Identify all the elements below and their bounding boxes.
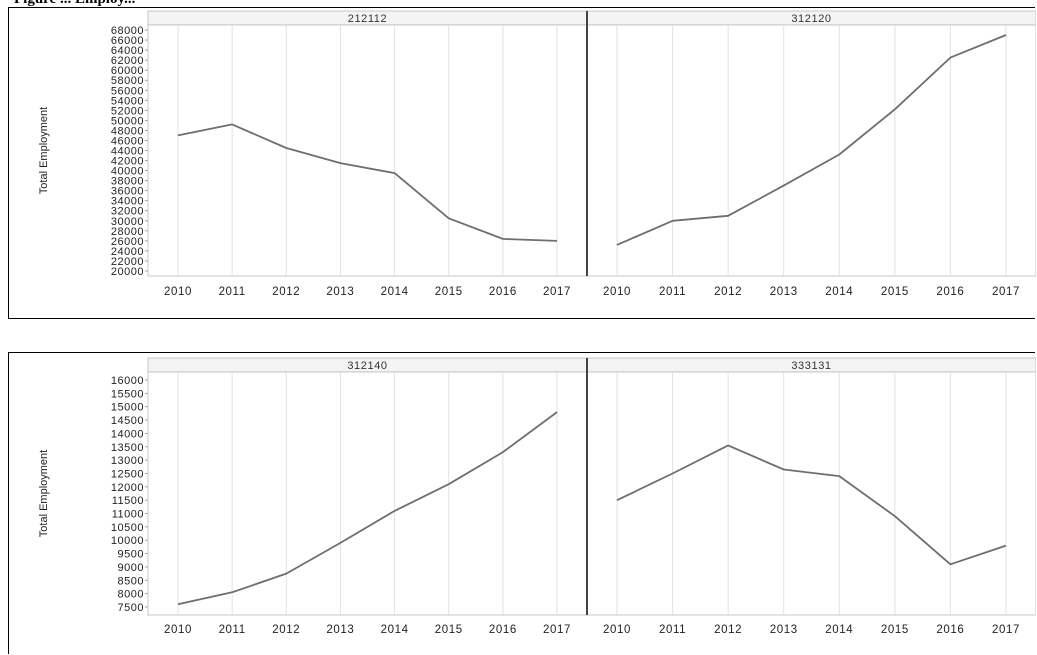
top-x-tick-label: 2010 — [164, 286, 192, 298]
bottom-panel-title-1: 333131 — [791, 360, 831, 372]
bottom-x-tick-label: 2010 — [603, 624, 631, 636]
top-y-axis-label: Total Employment — [38, 107, 50, 194]
bottom-y-tick-label: 16000 — [111, 375, 144, 387]
top-x-tick-label: 2013 — [770, 286, 798, 298]
top-x-tick-label: 2012 — [714, 286, 742, 298]
bottom-y-tick-label: 14000 — [111, 428, 144, 440]
bottom-x-tick-label: 2014 — [381, 624, 409, 636]
top-x-tick-label: 2017 — [543, 286, 571, 298]
bottom-plot-area-1 — [587, 372, 1036, 615]
bottom-x-tick-label: 2012 — [714, 624, 742, 636]
top-x-tick-label: 2010 — [603, 286, 631, 298]
top-x-tick-label: 2016 — [936, 286, 964, 298]
bottom-x-tick-label: 2015 — [435, 624, 463, 636]
top-x-tick-label: 2017 — [992, 286, 1020, 298]
bottom-y-tick-label: 10000 — [111, 535, 144, 547]
top-y-tick-label: 68000 — [111, 25, 144, 37]
bottom-x-tick-label: 2017 — [543, 624, 571, 636]
bottom-x-tick-label: 2016 — [489, 624, 517, 636]
bottom-y-tick-label: 12000 — [111, 482, 144, 494]
bottom-y-tick-label: 12500 — [111, 468, 144, 480]
bottom-y-tick-label: 13500 — [111, 442, 144, 454]
bottom-y-tick-label: 8000 — [118, 589, 144, 601]
top-x-tick-label: 2015 — [435, 286, 463, 298]
bottom-y-tick-label: 14500 — [111, 415, 144, 427]
top-plot-area-1 — [587, 25, 1036, 276]
top-x-tick-label: 2011 — [219, 286, 246, 298]
top-plot-area-0 — [148, 25, 587, 276]
bottom-x-tick-label: 2017 — [992, 624, 1020, 636]
top-panel-title-1: 312120 — [791, 13, 831, 25]
bottom-x-tick-label: 2010 — [164, 624, 192, 636]
bottom-x-tick-label: 2015 — [881, 624, 909, 636]
bottom-x-tick-label: 2014 — [825, 624, 853, 636]
bottom-y-tick-label: 15500 — [111, 388, 144, 400]
top-x-tick-label: 2014 — [381, 286, 409, 298]
bottom-x-tick-label: 2013 — [770, 624, 798, 636]
top-x-tick-label: 2012 — [272, 286, 300, 298]
bottom-y-tick-label: 7500 — [118, 602, 144, 614]
bottom-x-tick-label: 2011 — [659, 624, 686, 636]
bottom-y-tick-label: 11000 — [112, 509, 144, 521]
top-x-tick-label: 2013 — [326, 286, 354, 298]
bottom-plot-area-0 — [148, 372, 587, 615]
bottom-x-tick-label: 2013 — [326, 624, 354, 636]
chart-svg-top: Total Employment200002200024000260002800… — [9, 8, 1036, 320]
top-x-tick-label: 2015 — [881, 286, 909, 298]
bottom-y-tick-label: 15000 — [111, 402, 144, 414]
bottom-x-tick-label: 2016 — [936, 624, 964, 636]
top-x-tick-label: 2014 — [825, 286, 853, 298]
bottom-panel-title-0: 312140 — [347, 360, 387, 372]
bottom-y-tick-label: 9500 — [118, 549, 144, 561]
bottom-y-tick-label: 9000 — [118, 562, 144, 574]
bottom-x-tick-label: 2011 — [219, 624, 246, 636]
bottom-y-tick-label: 13000 — [111, 455, 144, 467]
top-x-tick-label: 2016 — [489, 286, 517, 298]
top-x-tick-label: 2011 — [659, 286, 686, 298]
bottom-y-axis-label: Total Employment — [38, 450, 50, 537]
bottom-y-tick-label: 8500 — [118, 575, 144, 587]
bottom-x-tick-label: 2012 — [272, 624, 300, 636]
top-panel-title-0: 212112 — [348, 13, 388, 25]
bottom-y-tick-label: 10500 — [111, 522, 144, 534]
bottom-y-tick-label: 11500 — [112, 495, 144, 507]
